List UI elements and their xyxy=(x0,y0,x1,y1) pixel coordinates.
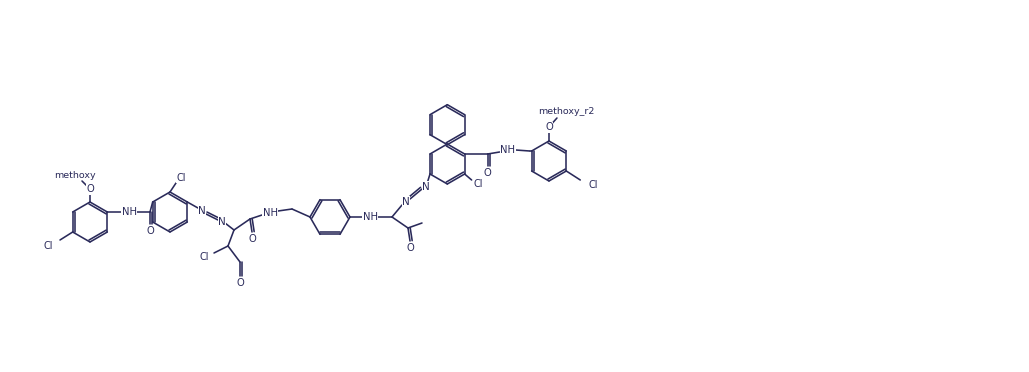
Text: O: O xyxy=(484,168,492,178)
Text: N: N xyxy=(199,206,206,216)
Text: Cl: Cl xyxy=(474,179,484,189)
Text: methoxy_r2: methoxy_r2 xyxy=(538,106,594,115)
Text: Cl: Cl xyxy=(176,173,186,183)
Text: N: N xyxy=(422,182,430,192)
Text: Cl: Cl xyxy=(43,241,52,251)
Text: O: O xyxy=(545,122,553,132)
Text: Cl: Cl xyxy=(589,180,598,190)
Text: N: N xyxy=(218,217,226,227)
Text: O: O xyxy=(406,243,414,253)
Text: NH: NH xyxy=(500,145,516,155)
Text: O: O xyxy=(248,234,256,244)
Text: NH: NH xyxy=(362,212,378,222)
Text: NH: NH xyxy=(262,208,278,218)
Text: methoxy: methoxy xyxy=(55,170,96,180)
Text: N: N xyxy=(402,197,410,207)
Text: O: O xyxy=(236,278,244,288)
Text: NH: NH xyxy=(121,207,137,217)
Text: O: O xyxy=(86,184,94,194)
Text: O: O xyxy=(146,226,154,236)
Text: Cl: Cl xyxy=(200,252,209,262)
